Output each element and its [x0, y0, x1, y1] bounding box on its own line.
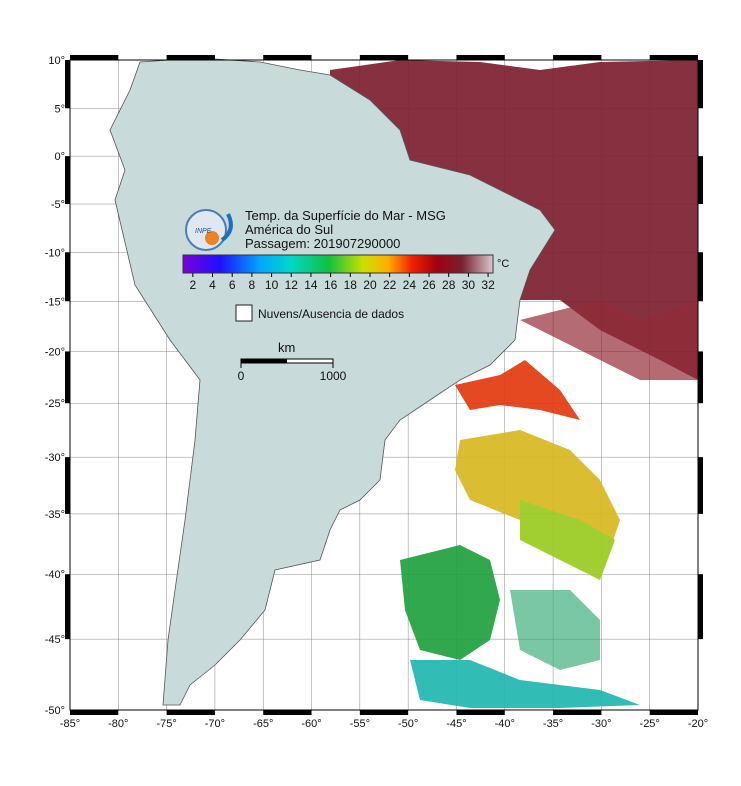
- scale-tick-label: 1000: [320, 369, 347, 383]
- sst-imagery: [330, 60, 698, 708]
- lon-tick-label: -55°: [350, 718, 370, 730]
- lon-tick-label: -35°: [543, 718, 563, 730]
- lon-tick-label: -25°: [640, 718, 660, 730]
- legend-label: Nuvens/Ausencia de dados: [258, 307, 404, 321]
- colorbar-tick-label: 32: [481, 278, 495, 292]
- colorbar-tick-label: 30: [462, 278, 476, 292]
- lon-tick-label: -30°: [591, 718, 611, 730]
- title-line: Temp. da Superfície do Mar - MSG: [245, 208, 446, 223]
- frame-segment: [553, 55, 602, 60]
- colorbar-tick-label: 4: [209, 278, 216, 292]
- frame-segment: [65, 574, 70, 640]
- frame-segment: [698, 457, 703, 514]
- lat-tick-label: -35°: [45, 509, 65, 521]
- frame-segment: [553, 710, 602, 715]
- scale-tick-label: 0: [238, 369, 245, 383]
- lat-tick-label: 5°: [54, 103, 65, 115]
- lat-tick-label: 10°: [48, 55, 65, 67]
- frame-segment: [698, 252, 703, 302]
- colorbar-tick-label: 16: [324, 278, 338, 292]
- scale-unit: km: [278, 340, 295, 355]
- lat-tick-label: -10°: [45, 247, 65, 259]
- frame-segment: [698, 60, 703, 109]
- lat-tick-label: -5°: [51, 199, 65, 211]
- legend-swatch: [235, 304, 253, 322]
- frame-segment: [65, 351, 70, 404]
- colorbar-tick-label: 28: [442, 278, 456, 292]
- frame-segment: [70, 710, 119, 715]
- colorbar-unit: °C: [497, 258, 509, 270]
- colorbar-tick-label: 6: [229, 278, 236, 292]
- frame-segment: [649, 55, 698, 60]
- frame-segment: [65, 252, 70, 302]
- logo: INPE: [185, 209, 233, 251]
- lon-tick-label: -75°: [156, 718, 176, 730]
- lat-tick-label: -50°: [45, 705, 65, 717]
- colorbar: [182, 254, 494, 274]
- frame-segment: [456, 710, 505, 715]
- frame-segment: [263, 55, 312, 60]
- frame-segment: [359, 710, 409, 715]
- colorbar-tick-label: 20: [363, 278, 377, 292]
- lat-tick-label: -25°: [45, 398, 65, 410]
- lon-tick-label: -20°: [688, 718, 708, 730]
- frame-segment: [166, 55, 215, 60]
- lon-tick-label: -70°: [205, 718, 225, 730]
- frame-segment: [698, 351, 703, 404]
- lat-tick-label: -30°: [45, 452, 65, 464]
- lat-tick-label: -15°: [45, 296, 65, 308]
- lon-tick-label: -45°: [446, 718, 466, 730]
- lat-tick-label: -20°: [45, 346, 65, 358]
- lon-tick-label: -80°: [108, 718, 128, 730]
- frame-segment: [263, 710, 312, 715]
- lon-tick-label: -85°: [60, 718, 80, 730]
- colorbar-tick-label: 26: [422, 278, 436, 292]
- title-line: América do Sul: [245, 222, 333, 237]
- frame-segment: [649, 710, 698, 715]
- lon-tick-label: -40°: [495, 718, 515, 730]
- colorbar-tick-label: 8: [249, 278, 256, 292]
- frame-segment: [698, 156, 703, 205]
- title-line: Passagem: 201907290000: [245, 236, 400, 251]
- scale-bar: [241, 359, 287, 363]
- colorbar-tick-label: 22: [383, 278, 397, 292]
- colorbar-tick-label: 10: [265, 278, 279, 292]
- lon-tick-label: -50°: [398, 718, 418, 730]
- colorbar-tick-label: 2: [189, 278, 196, 292]
- lon-tick-label: -60°: [301, 718, 321, 730]
- colorbar-tick-label: 18: [344, 278, 358, 292]
- frame-segment: [166, 710, 215, 715]
- frame-segment: [698, 574, 703, 640]
- lat-tick-label: -40°: [45, 569, 65, 581]
- lat-tick-label: -45°: [45, 634, 65, 646]
- colorbar-tick-label: 24: [403, 278, 417, 292]
- frame-segment: [65, 60, 70, 109]
- frame-segment: [359, 55, 409, 60]
- logo-text: INPE: [195, 228, 212, 235]
- colorbar-tick-label: 12: [285, 278, 299, 292]
- frame-segment: [65, 156, 70, 205]
- colorbar-tick-label: 14: [304, 278, 318, 292]
- frame-segment: [70, 55, 119, 60]
- frame-segment: [456, 55, 505, 60]
- frame-segment: [65, 457, 70, 514]
- lon-tick-label: -65°: [253, 718, 273, 730]
- lat-tick-label: 0°: [54, 151, 65, 163]
